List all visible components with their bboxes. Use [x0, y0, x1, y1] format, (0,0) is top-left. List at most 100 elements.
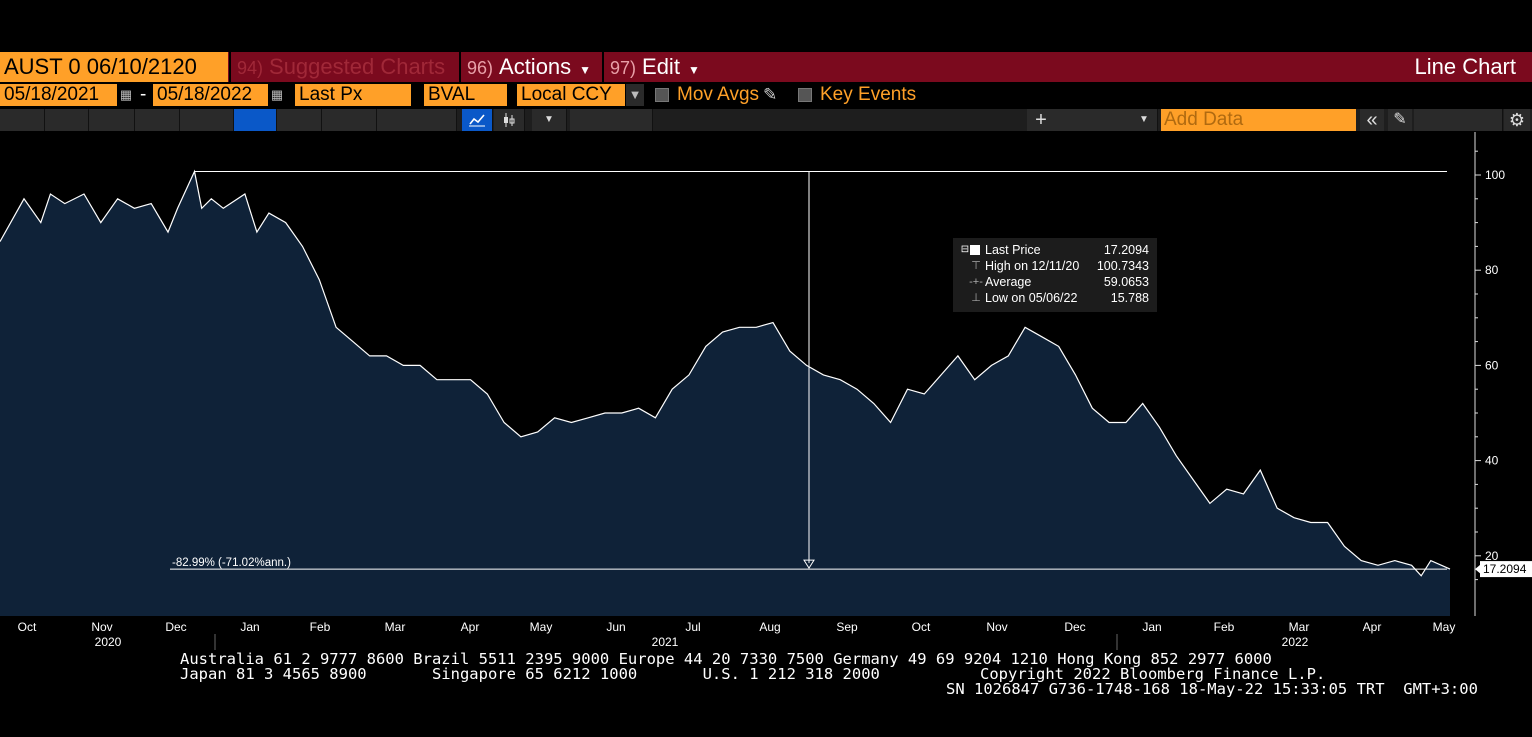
- toolbar-button[interactable]: [180, 109, 234, 131]
- legend-value: 17.2094: [1103, 243, 1149, 257]
- tag-pointer: [1475, 564, 1481, 575]
- arrow-head-icon: [803, 559, 815, 570]
- pencil-icon[interactable]: ✎: [1388, 109, 1412, 131]
- mov-avgs-checkbox[interactable]: [655, 88, 669, 102]
- toolbar-button[interactable]: [377, 109, 457, 131]
- toolbar-button[interactable]: [1414, 109, 1503, 131]
- edit-menu[interactable]: 97) Edit ▼: [602, 52, 708, 82]
- x-tick-label: Dec: [1064, 620, 1085, 634]
- menu-label: Edit: [642, 54, 680, 79]
- menu-number: 97): [610, 58, 637, 78]
- date-separator: -: [140, 84, 147, 105]
- x-tick-label: Apr: [1363, 620, 1382, 634]
- x-tick-label: May: [1433, 620, 1456, 634]
- mov-avgs-label[interactable]: Mov Avgs: [677, 84, 760, 105]
- add-study-dropdown[interactable]: [1027, 109, 1158, 131]
- toolbar-button[interactable]: [45, 109, 89, 131]
- menu-label: Suggested Charts: [269, 54, 446, 79]
- source-selector[interactable]: BVAL: [424, 84, 507, 106]
- series-swatch: [970, 245, 980, 255]
- x-tick-label: Jun: [606, 620, 625, 634]
- x-tick-label: Dec: [165, 620, 186, 634]
- x-tick-label: Jul: [685, 620, 700, 634]
- security-field[interactable]: AUST 0 06/10/2120: [0, 52, 228, 82]
- chevron-down-icon: ▼: [544, 114, 554, 125]
- footer-copyright: Copyright 2022 Bloomberg Finance L.P.: [980, 665, 1326, 683]
- menu-number: 94): [237, 58, 264, 78]
- legend-label: High on 12/11/20: [985, 259, 1080, 273]
- legend-label: Last Price: [985, 243, 1041, 257]
- change-annotation: -82.99% (-71.02%ann.): [172, 557, 291, 569]
- key-events-label[interactable]: Key Events: [820, 84, 917, 105]
- y-tick-label: 20: [1485, 549, 1499, 563]
- x-tick-label: May: [530, 620, 553, 634]
- y-tick-label: 100: [1485, 168, 1505, 182]
- average-marker-icon: -+-: [969, 276, 983, 288]
- x-year-label: 2021: [652, 635, 679, 649]
- legend-value: 59.0653: [1103, 275, 1149, 289]
- chevron-down-icon: ▼: [1139, 114, 1149, 125]
- price-chart[interactable]: -82.99% (-71.02%ann.) 20 40 60 80 100 17.2094…: [0, 132, 1532, 652]
- chevron-down-icon[interactable]: ▼: [626, 84, 644, 106]
- toolbar-button-active[interactable]: [234, 109, 277, 131]
- gear-icon[interactable]: ⚙: [1504, 109, 1530, 131]
- x-tick-label: Nov: [986, 620, 1007, 634]
- x-tick-label: Sep: [836, 620, 858, 634]
- expand-icon: ⊟: [960, 244, 970, 255]
- menu-number: 96): [467, 58, 494, 78]
- suggested-charts-menu[interactable]: 94) Suggested Charts: [229, 52, 458, 82]
- x-tick-label: Aug: [759, 620, 780, 634]
- currency-selector[interactable]: Local CCY: [517, 84, 625, 106]
- add-data-input[interactable]: Add Data: [1161, 109, 1356, 131]
- collapse-icon[interactable]: «: [1360, 109, 1384, 131]
- x-tick-label: Feb: [310, 620, 331, 634]
- x-tick-label: Jan: [240, 620, 259, 634]
- footer-session-info: SN 1026847 G736-1748-168 18-May-22 15:33…: [946, 680, 1478, 698]
- end-date-field[interactable]: 05/18/2022: [153, 84, 268, 106]
- last-price-tag: [1480, 561, 1532, 578]
- footer-contacts-line2: Japan 81 3 4565 8900 Singapore 65 6212 1…: [180, 665, 880, 683]
- legend-value: 100.7343: [1096, 259, 1149, 273]
- toolbar-button[interactable]: [277, 109, 322, 131]
- plus-icon: +: [1035, 109, 1047, 131]
- calendar-icon[interactable]: ▦: [117, 84, 135, 106]
- footer-contacts-line1: Australia 61 2 9777 8600 Brazil 5511 239…: [180, 650, 1272, 668]
- toolbar-button[interactable]: [322, 109, 377, 131]
- legend-value: 15.788: [1110, 291, 1149, 305]
- calendar-icon[interactable]: ▦: [268, 84, 286, 106]
- x-tick-label: Apr: [461, 620, 480, 634]
- price-legend[interactable]: ⊟ Last Price 17.2094 ⊤ High on 12/11/20 …: [953, 238, 1157, 312]
- high-marker-icon: ⊤: [971, 260, 981, 272]
- x-year-label: 2022: [1282, 635, 1309, 649]
- x-tick-label: Mar: [1289, 620, 1310, 634]
- toolbar-button[interactable]: [570, 109, 653, 131]
- y-tick-label: 40: [1485, 454, 1499, 468]
- price-area: [0, 171, 1450, 616]
- x-tick-label: Oct: [18, 620, 37, 634]
- x-tick-label: Oct: [912, 620, 931, 634]
- legend-label: Average: [985, 275, 1032, 289]
- actions-menu[interactable]: 96) Actions ▼: [459, 52, 601, 82]
- x-tick-label: Nov: [91, 620, 112, 634]
- chevron-down-icon: ▼: [687, 63, 700, 77]
- line-chart-icon[interactable]: [462, 109, 493, 131]
- chart-style-dropdown[interactable]: [532, 109, 567, 131]
- price-line: [0, 169, 1451, 577]
- low-marker-icon: ⊥: [971, 292, 981, 304]
- chevron-down-icon: ▼: [579, 63, 592, 77]
- toolbar-button[interactable]: [89, 109, 135, 131]
- candlestick-icon[interactable]: [494, 109, 525, 131]
- y-tick-label: 60: [1485, 358, 1499, 372]
- menu-label: Actions: [499, 54, 572, 79]
- field-selector[interactable]: Last Px: [295, 84, 411, 106]
- x-tick-label: Feb: [1214, 620, 1235, 634]
- toolbar-button[interactable]: [135, 109, 180, 131]
- pencil-icon[interactable]: ✎: [763, 85, 778, 104]
- start-date-field[interactable]: 05/18/2021: [0, 84, 117, 106]
- y-tick-label: 80: [1485, 263, 1499, 277]
- key-events-checkbox[interactable]: [798, 88, 812, 102]
- last-price-tag-label: 17.2094: [1483, 562, 1527, 576]
- toolbar-button[interactable]: [0, 109, 45, 131]
- x-year-label: 2020: [95, 635, 122, 649]
- candlestick-glyph: [504, 113, 515, 127]
